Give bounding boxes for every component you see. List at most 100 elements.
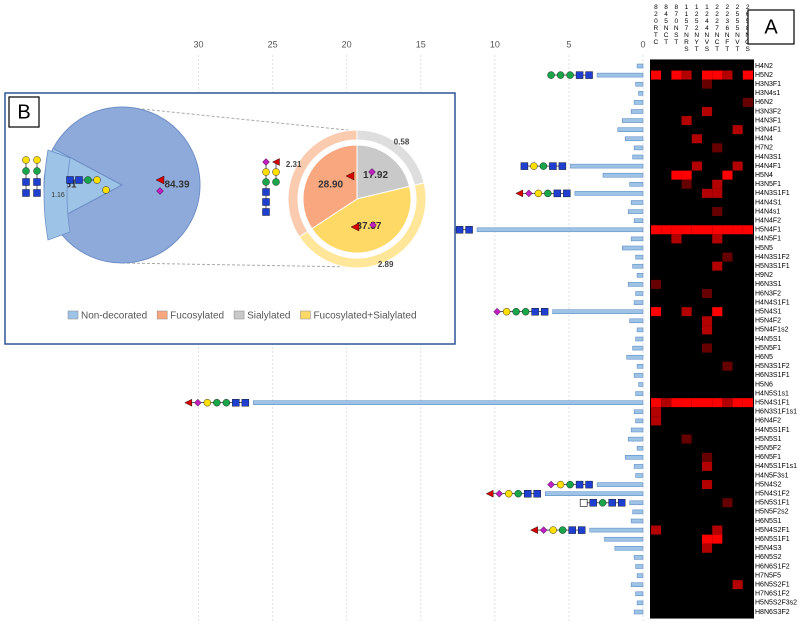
heat-cell [732, 416, 743, 426]
panel-label-box [747, 9, 795, 45]
heat-cell [742, 161, 753, 171]
glycan-square [262, 188, 270, 196]
heat-cell [722, 543, 733, 553]
heat-cell [702, 152, 713, 162]
glycan-square [585, 480, 593, 489]
heat-cell [732, 170, 743, 180]
heat-cell [691, 88, 702, 98]
heat-cell [681, 88, 692, 98]
heat-cell [661, 170, 672, 180]
legend-swatch [156, 310, 168, 320]
heat-cell [651, 352, 662, 362]
heat-cell [671, 352, 682, 362]
heat-cell [661, 407, 672, 417]
heat-cell [691, 543, 702, 553]
row-label: H5N4 [755, 172, 773, 179]
heat-cell [732, 307, 743, 317]
heat-cell [681, 543, 692, 553]
glycan-circle [544, 189, 552, 198]
row-label: H8N6S3F2 [755, 609, 790, 616]
heat-cell [671, 116, 682, 126]
heat-cell [681, 434, 692, 444]
heat-cell [661, 389, 672, 399]
heat-cell [661, 452, 672, 462]
heat-cell [671, 534, 682, 544]
heat-cell [742, 325, 753, 335]
heat-cell [712, 443, 723, 453]
heat-cell [671, 580, 682, 590]
heat-cell [691, 152, 702, 162]
bar [596, 482, 644, 487]
connector [121, 262, 358, 268]
heat-cell [732, 270, 743, 280]
heat-cell [732, 534, 743, 544]
heat-cell [691, 398, 702, 408]
glycan-circle [521, 308, 530, 316]
column-label: 870NST [673, 4, 680, 46]
heat-cell [681, 79, 692, 89]
panel-label: B [17, 101, 30, 123]
row-label: H4N4F2 [755, 218, 781, 225]
heat-cell [651, 207, 662, 217]
row-label: H5N4F1s2 [755, 327, 789, 334]
bar [632, 154, 644, 160]
heat-cell [732, 97, 743, 107]
heat-cell [651, 389, 662, 399]
heat-cell [691, 370, 702, 380]
heat-cell [651, 152, 662, 162]
heat-cell [742, 79, 753, 89]
heat-cell [681, 97, 692, 107]
heat-cell [651, 325, 662, 335]
heat-cell [712, 525, 723, 535]
heat-cell [671, 343, 682, 353]
heat-cell [742, 179, 753, 189]
heat-cell [691, 516, 702, 526]
legend-label: Fucosylated [170, 311, 224, 322]
heat-cell [671, 607, 682, 617]
bar [624, 455, 644, 460]
heat-cell [691, 243, 702, 253]
heat-cell [702, 361, 713, 371]
ring-segment [287, 129, 358, 238]
heat-cell [691, 61, 702, 71]
glycan-square [549, 162, 557, 170]
heat-cell [651, 88, 662, 98]
heat-cell [651, 507, 662, 517]
heat-cell [742, 334, 753, 344]
glycan-circle [84, 176, 92, 184]
heat-cell [702, 434, 713, 444]
heat-cell [661, 361, 672, 371]
heat-cell [661, 79, 672, 89]
heat-cell [732, 598, 743, 608]
heat-cell [712, 480, 723, 490]
row-label: H5N5S1 [755, 436, 782, 443]
heat-cell [691, 552, 702, 562]
glycan-square [22, 189, 30, 197]
heat-cell [742, 489, 753, 499]
glycan-square [455, 226, 464, 234]
heat-cell [671, 243, 682, 253]
heat-cell [732, 79, 743, 89]
heat-cell [722, 398, 733, 408]
heat-cell [702, 298, 713, 308]
glycan-diamond [262, 158, 270, 166]
heat-cell [702, 334, 713, 344]
heat-cell [681, 197, 692, 208]
heat-cell [681, 352, 692, 362]
row-label: H5N5S2F3s2 [755, 600, 797, 607]
bar [617, 127, 644, 132]
glycan-circle [505, 490, 513, 498]
heat-cell [742, 316, 753, 326]
heat-cell [702, 416, 713, 426]
heat-cell [651, 252, 662, 262]
heat-cell [742, 261, 753, 271]
heat-cell [681, 416, 692, 426]
heat-cell [702, 489, 713, 499]
glycan-square [262, 208, 270, 216]
heat-cell [651, 525, 662, 535]
bar [635, 418, 644, 424]
heat-cell [651, 461, 662, 471]
heat-cell [742, 288, 753, 299]
heat-cell [661, 179, 672, 189]
glycan-diamond [495, 489, 503, 498]
